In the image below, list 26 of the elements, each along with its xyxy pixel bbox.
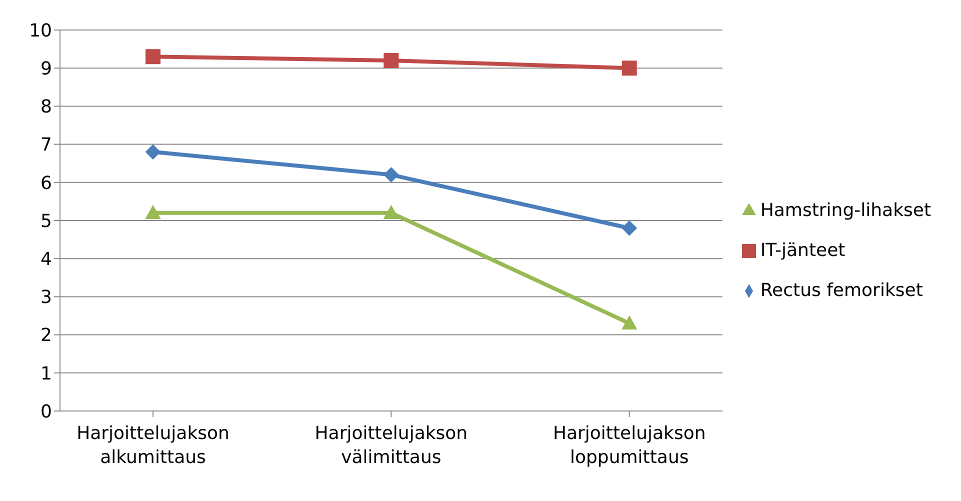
y-tick-label: 9 [40,58,52,80]
y-tick-label: 8 [40,96,52,118]
point [384,205,399,219]
point [146,144,160,160]
point [622,316,637,330]
y-tick-label: 6 [40,172,52,194]
x-tick-label: Harjoittelujakson alkumittaus [76,423,230,468]
point [622,220,637,236]
legend-label: Rectus femorikset [760,280,923,300]
y-tick-label: 0 [40,401,52,422]
y-tick-label: 10 [29,20,52,42]
y-tick-label: 1 [40,363,52,384]
y-tick-label: 3 [40,287,52,308]
x-tick-label: Harjoittelujakson loppumittaus [552,423,706,468]
x-tick-label: Harjoittelujakson välimittaus [314,423,468,468]
point [384,167,399,182]
y-tick-label: 5 [40,210,52,232]
point [146,49,160,64]
legend-label: Hamstring-lihakset [760,200,931,220]
y-tick-label: 2 [40,325,52,346]
point [622,60,637,76]
legend-label: IT-jänteet [760,240,846,260]
point [146,205,160,219]
point [384,52,399,68]
y-tick-label: 7 [40,134,52,156]
y-tick-label: 4 [40,248,52,270]
